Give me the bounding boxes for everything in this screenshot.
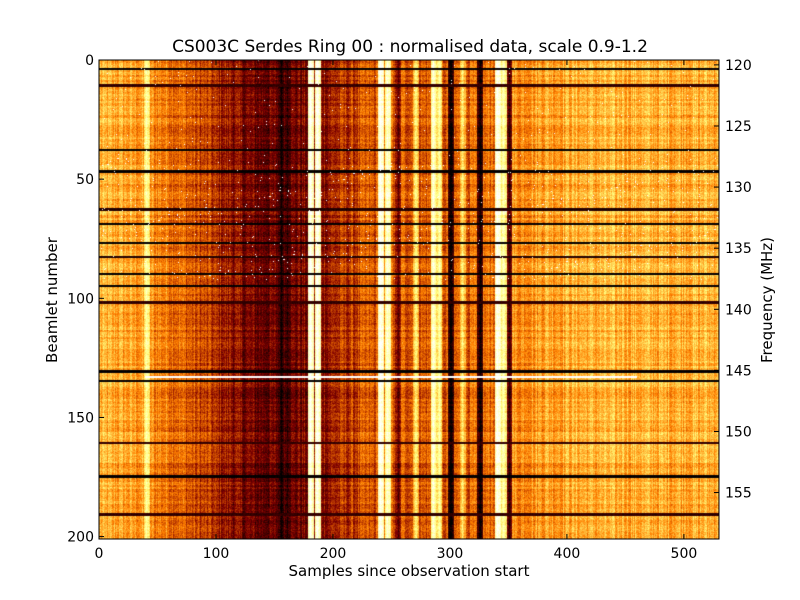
y-tick-label: 100 bbox=[67, 291, 94, 307]
x-axis: 0 100 200 300 400 500 bbox=[95, 60, 698, 562]
x-tick-label: 300 bbox=[437, 546, 464, 562]
plot-frame bbox=[98, 59, 720, 540]
x-tick-label: 200 bbox=[320, 546, 347, 562]
x-tick-label: 0 bbox=[95, 546, 104, 562]
y-tick-label: 50 bbox=[76, 172, 94, 188]
y-tick-label: 200 bbox=[67, 530, 94, 546]
y2-tick-label: 125 bbox=[725, 119, 752, 135]
x-tick-label: 500 bbox=[671, 546, 698, 562]
y-axis-left: 0 50 100 150 200 bbox=[67, 53, 104, 546]
y2-tick-label: 130 bbox=[725, 180, 752, 196]
x-tick-label: 100 bbox=[203, 546, 230, 562]
y2-tick-label: 150 bbox=[725, 424, 752, 440]
y2-tick-label: 140 bbox=[725, 302, 752, 318]
x-axis-label: Samples since observation start bbox=[289, 562, 530, 580]
heatmap-image bbox=[99, 60, 719, 539]
y2-tick-label: 135 bbox=[725, 241, 752, 257]
y-tick-label: 150 bbox=[67, 410, 94, 426]
y2-tick-label: 145 bbox=[725, 363, 752, 379]
y-axis-label: Beamlet number bbox=[43, 236, 61, 363]
y2-tick-label: 120 bbox=[725, 58, 752, 74]
y2-tick-label: 155 bbox=[725, 486, 752, 502]
chart-title: CS003C Serdes Ring 00 : normalised data,… bbox=[172, 37, 648, 57]
heatmap-image-frame bbox=[99, 60, 719, 539]
y-tick-label: 0 bbox=[85, 53, 94, 69]
y-axis-right: 120 125 130 135 140 145 150 155 bbox=[714, 58, 752, 502]
y2-axis-label: Frequency (MHz) bbox=[758, 237, 776, 363]
x-tick-label: 400 bbox=[554, 546, 581, 562]
